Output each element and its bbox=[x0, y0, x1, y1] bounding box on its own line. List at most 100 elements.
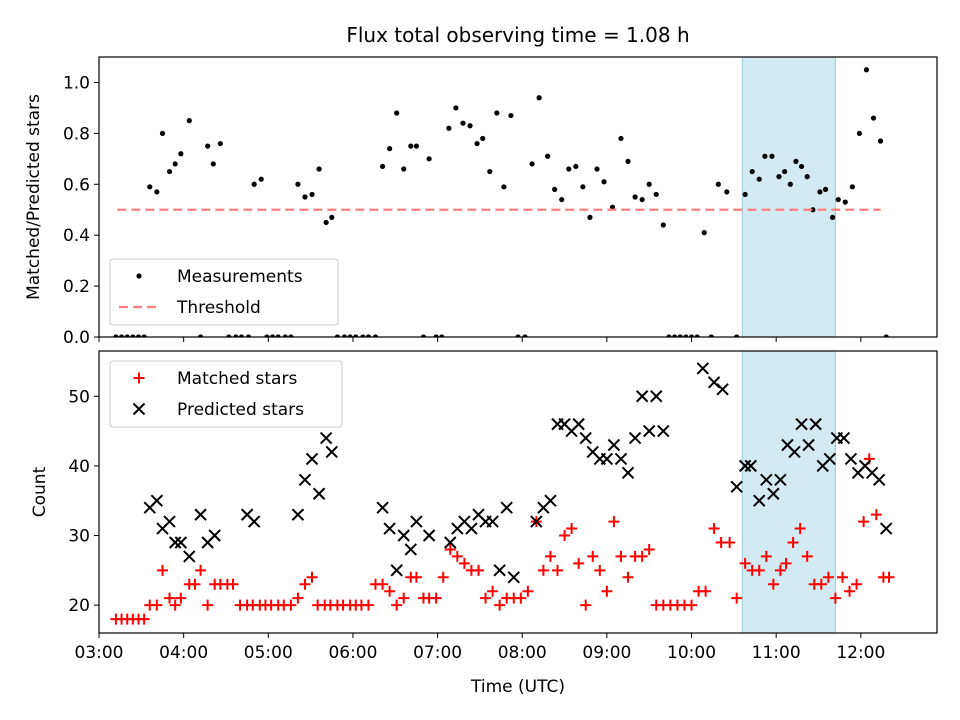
predicted-point bbox=[465, 522, 478, 535]
data-point bbox=[877, 138, 884, 144]
matched-point bbox=[559, 530, 571, 542]
x-tick-label: 07:00 bbox=[413, 643, 462, 663]
data-point bbox=[474, 140, 480, 147]
data-point bbox=[172, 161, 178, 167]
predicted-point bbox=[183, 550, 196, 563]
data-point bbox=[480, 135, 486, 142]
x-tick-label: 04:00 bbox=[159, 643, 208, 663]
predicted-point bbox=[635, 390, 649, 403]
matched-point bbox=[608, 516, 620, 528]
data-point bbox=[545, 153, 551, 159]
data-point bbox=[501, 184, 507, 190]
y-tick-label: 0.2 bbox=[63, 277, 90, 297]
matched-point bbox=[787, 536, 799, 548]
data-point bbox=[159, 130, 166, 136]
matched-point bbox=[686, 599, 698, 611]
predicted-point bbox=[422, 529, 436, 542]
data-point bbox=[762, 153, 768, 159]
data-point bbox=[245, 334, 252, 337]
data-point bbox=[817, 189, 823, 195]
data-point bbox=[353, 334, 359, 337]
matched-point bbox=[615, 550, 627, 562]
data-point bbox=[835, 196, 841, 203]
y-tick-label: 0.6 bbox=[63, 175, 90, 195]
matched-point bbox=[544, 550, 556, 562]
plot-area bbox=[110, 362, 895, 625]
x-tick-label: 06:00 bbox=[328, 643, 377, 663]
data-point bbox=[347, 334, 353, 337]
data-point bbox=[494, 110, 500, 116]
data-point bbox=[715, 181, 721, 187]
data-point bbox=[756, 176, 762, 182]
matched-point bbox=[189, 578, 201, 590]
data-point bbox=[269, 334, 276, 337]
matched-point bbox=[480, 592, 492, 604]
predicted-point bbox=[795, 417, 808, 431]
data-point bbox=[365, 334, 372, 337]
plot-frame bbox=[98, 350, 938, 634]
data-point bbox=[233, 334, 239, 337]
y-axis-label: Matched/Predicted stars bbox=[24, 94, 44, 300]
matched-point bbox=[780, 557, 792, 569]
predicted-point bbox=[621, 466, 635, 480]
data-point bbox=[302, 194, 308, 200]
matched-point bbox=[836, 571, 848, 583]
y-tick-label: 20 bbox=[68, 596, 90, 616]
x-tick-label: 10:00 bbox=[667, 643, 716, 663]
matched-point bbox=[151, 599, 163, 611]
predicted-point bbox=[410, 515, 423, 528]
data-point bbox=[849, 184, 855, 190]
data-point bbox=[426, 156, 432, 162]
predicted-point bbox=[767, 487, 780, 500]
data-point bbox=[822, 186, 829, 192]
matched-point bbox=[622, 571, 634, 583]
x-axis-label: Time (UTC) bbox=[470, 677, 565, 697]
legend-label: Threshold bbox=[176, 298, 261, 318]
data-point bbox=[810, 207, 816, 213]
matched-point bbox=[398, 592, 410, 604]
data-point bbox=[387, 146, 393, 152]
legend-box bbox=[109, 360, 343, 428]
matched-point bbox=[451, 550, 463, 562]
predicted-point bbox=[607, 438, 621, 452]
matched-point bbox=[753, 564, 765, 576]
data-point bbox=[408, 143, 414, 149]
x-tick-label: 12:00 bbox=[836, 643, 885, 663]
predicted-point bbox=[163, 515, 176, 528]
predicted-point bbox=[247, 515, 261, 528]
matched-point bbox=[285, 599, 297, 611]
legend-marker bbox=[136, 273, 142, 279]
x-tick-label: 05:00 bbox=[244, 643, 293, 663]
data-point bbox=[141, 334, 147, 337]
predicted-point bbox=[319, 431, 333, 445]
count-panel: 20 30 40 50 03:00 04:00 05:00 06:00 07:00 08:00 09… bbox=[30, 350, 938, 697]
data-point bbox=[282, 334, 288, 337]
data-point bbox=[226, 334, 232, 337]
data-point bbox=[217, 140, 223, 147]
matched-point bbox=[487, 585, 499, 597]
matched-point bbox=[391, 599, 403, 611]
matched-point bbox=[594, 564, 606, 576]
data-point bbox=[609, 204, 616, 210]
plot-area bbox=[113, 67, 889, 337]
predicted-point bbox=[376, 501, 389, 514]
series-predicted-stars bbox=[143, 362, 893, 584]
data-point bbox=[323, 219, 329, 226]
y-tick-label: 0.8 bbox=[63, 124, 90, 144]
data-point bbox=[694, 334, 700, 337]
data-point bbox=[587, 214, 593, 220]
predicted-point bbox=[150, 494, 164, 507]
predicted-point bbox=[325, 445, 338, 459]
matched-point bbox=[437, 571, 449, 583]
legend: Measurements Threshold bbox=[109, 258, 339, 326]
data-point bbox=[559, 196, 565, 203]
predicted-point bbox=[872, 473, 886, 487]
data-point bbox=[210, 161, 216, 167]
data-point bbox=[870, 115, 877, 121]
data-point bbox=[683, 334, 689, 337]
matched-point bbox=[844, 585, 856, 597]
matched-point bbox=[306, 571, 318, 583]
data-point bbox=[666, 334, 672, 337]
